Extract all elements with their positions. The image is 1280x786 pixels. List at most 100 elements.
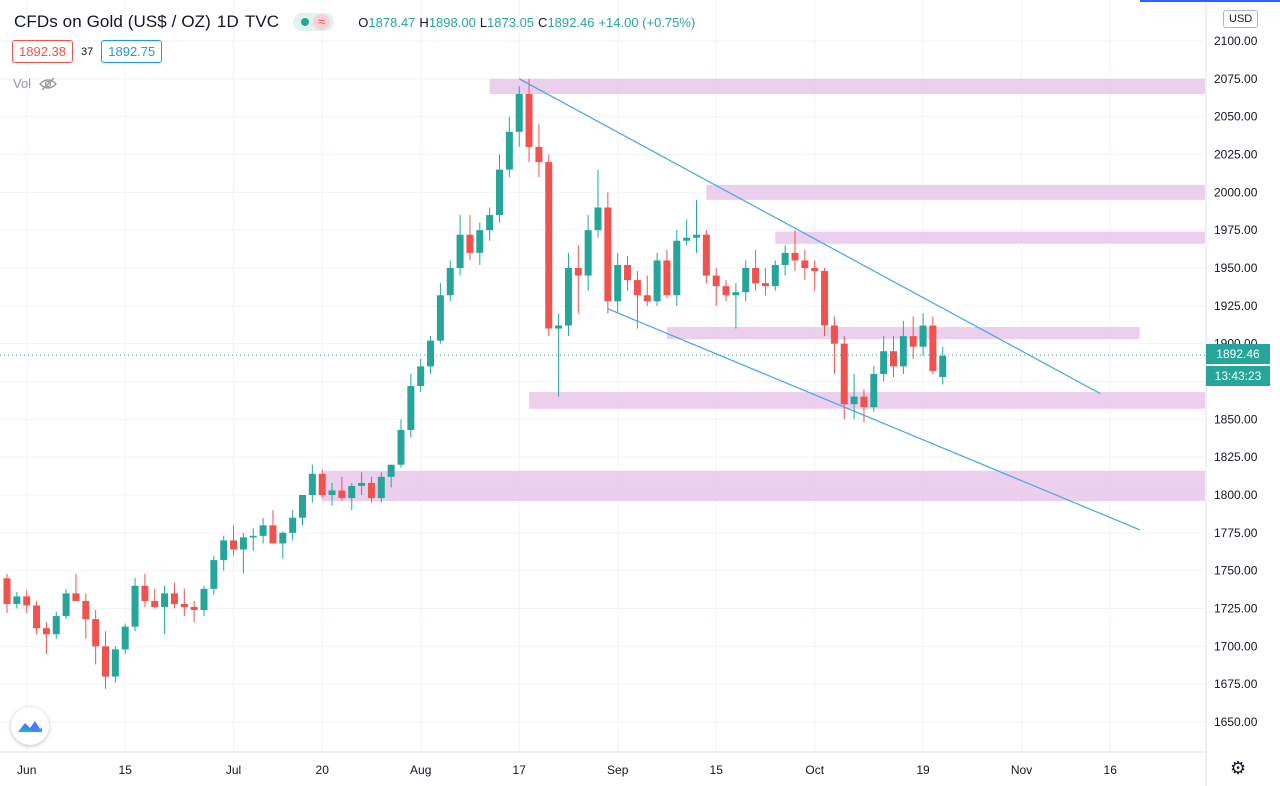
market-status[interactable]: ≈ xyxy=(293,13,335,31)
candle-body xyxy=(693,234,700,238)
candle-body xyxy=(939,355,947,377)
candle xyxy=(308,464,316,503)
candle xyxy=(919,313,927,356)
close-value: 1892.46 xyxy=(547,14,595,30)
candle xyxy=(141,573,149,607)
candle-body xyxy=(23,596,31,606)
candle xyxy=(367,476,375,503)
price-tick-label: 1650.00 xyxy=(1214,715,1258,729)
candle xyxy=(299,495,306,526)
candle xyxy=(624,255,632,291)
candle-body xyxy=(496,169,503,216)
candle xyxy=(909,316,917,359)
candle-body xyxy=(446,268,454,296)
candle-body xyxy=(752,268,760,284)
candle xyxy=(328,482,336,506)
candle xyxy=(781,245,789,276)
settings-gear-icon[interactable]: ⚙ xyxy=(1230,758,1247,778)
candle xyxy=(791,230,799,272)
candle xyxy=(880,336,888,382)
buy-price-button[interactable]: 1892.75 xyxy=(101,40,163,63)
candle-body xyxy=(200,588,208,611)
candle xyxy=(387,464,395,488)
candle xyxy=(92,610,100,665)
currency-button[interactable]: USD xyxy=(1223,10,1259,28)
trendlines xyxy=(518,78,1140,531)
candle xyxy=(200,585,208,617)
candle-body xyxy=(811,268,819,272)
price-tick-label: 1800.00 xyxy=(1214,488,1258,502)
candle xyxy=(377,472,385,503)
volume-indicator[interactable]: Vol xyxy=(13,76,57,91)
candle-body xyxy=(899,336,907,367)
time-tick-label: Jul xyxy=(226,763,241,777)
candle xyxy=(23,590,31,614)
volume-label: Vol xyxy=(13,76,32,91)
candle xyxy=(170,582,178,609)
chart-header: CFDs on Gold (US$ / OZ) 1D TVC ≈ O1878.4… xyxy=(14,10,695,34)
candle xyxy=(190,600,198,623)
candle-body xyxy=(52,616,60,635)
candle xyxy=(486,207,494,241)
candle xyxy=(574,245,582,314)
price-tick-label: 1925.00 xyxy=(1214,299,1258,313)
candle-body xyxy=(683,237,691,241)
time-axis[interactable]: Jun 15 Jul 20 Aug 17 Sep 15 Oct 19 Nov 16 xyxy=(17,763,1117,777)
candle xyxy=(111,646,119,683)
low-value: 1873.05 xyxy=(487,14,535,30)
candle xyxy=(289,510,297,541)
candle xyxy=(82,593,90,639)
tradingview-logo[interactable] xyxy=(11,707,49,745)
time-tick-label: 19 xyxy=(916,763,930,777)
sr-zone xyxy=(775,231,1205,244)
candle-body xyxy=(102,646,109,677)
candle xyxy=(496,154,503,223)
candle-body xyxy=(358,482,366,486)
candle xyxy=(535,124,543,178)
time-tick-label: 17 xyxy=(513,763,527,777)
candle-body xyxy=(111,649,119,677)
candle xyxy=(801,249,809,281)
symbol-title[interactable]: CFDs on Gold (US$ / OZ) xyxy=(14,12,211,31)
candle-body xyxy=(220,540,228,561)
candle-body xyxy=(308,473,316,495)
candle-body xyxy=(318,473,326,495)
candle xyxy=(279,531,287,559)
candle-body xyxy=(505,131,513,170)
open-value: 1878.47 xyxy=(368,14,416,30)
candle-body xyxy=(13,596,21,604)
candle xyxy=(436,283,444,344)
candle xyxy=(131,578,139,632)
data-wave-icon: ≈ xyxy=(313,14,331,30)
time-tick-label: 16 xyxy=(1104,763,1118,777)
candle xyxy=(722,280,730,302)
candle-body xyxy=(131,585,139,627)
sell-price-button[interactable]: 1892.38 xyxy=(12,40,73,63)
eye-crossed-icon[interactable] xyxy=(39,77,57,91)
candle-body xyxy=(427,340,435,367)
candle-body xyxy=(269,525,277,544)
price-tick-label: 2100.00 xyxy=(1214,34,1258,48)
candle-body xyxy=(397,429,405,465)
candle xyxy=(348,482,356,511)
candle xyxy=(259,517,267,544)
candle-body xyxy=(151,600,159,607)
candle xyxy=(870,366,878,412)
candle-body xyxy=(436,295,444,341)
price-tick-label: 1675.00 xyxy=(1214,677,1258,691)
candle xyxy=(505,116,513,178)
candle xyxy=(673,230,681,306)
candle xyxy=(840,336,848,420)
candle-body xyxy=(801,260,809,268)
time-tick-label: 15 xyxy=(710,763,724,777)
ohlc-readout: O1878.47 H1898.00 L1873.05 C1892.46 +14.… xyxy=(358,14,696,30)
price-tick-label: 2000.00 xyxy=(1214,185,1258,199)
price-axis[interactable]: 2100.00 2075.00 2050.00 2025.00 2000.00 1975.… xyxy=(1214,34,1258,729)
interval-label[interactable]: 1D xyxy=(216,12,239,31)
price-tick-label: 1700.00 xyxy=(1214,639,1258,653)
candle xyxy=(811,260,819,291)
sr-zones xyxy=(322,78,1205,502)
candle-body xyxy=(230,540,238,550)
quote-panel: 1892.38 37 1892.75 xyxy=(12,40,163,63)
